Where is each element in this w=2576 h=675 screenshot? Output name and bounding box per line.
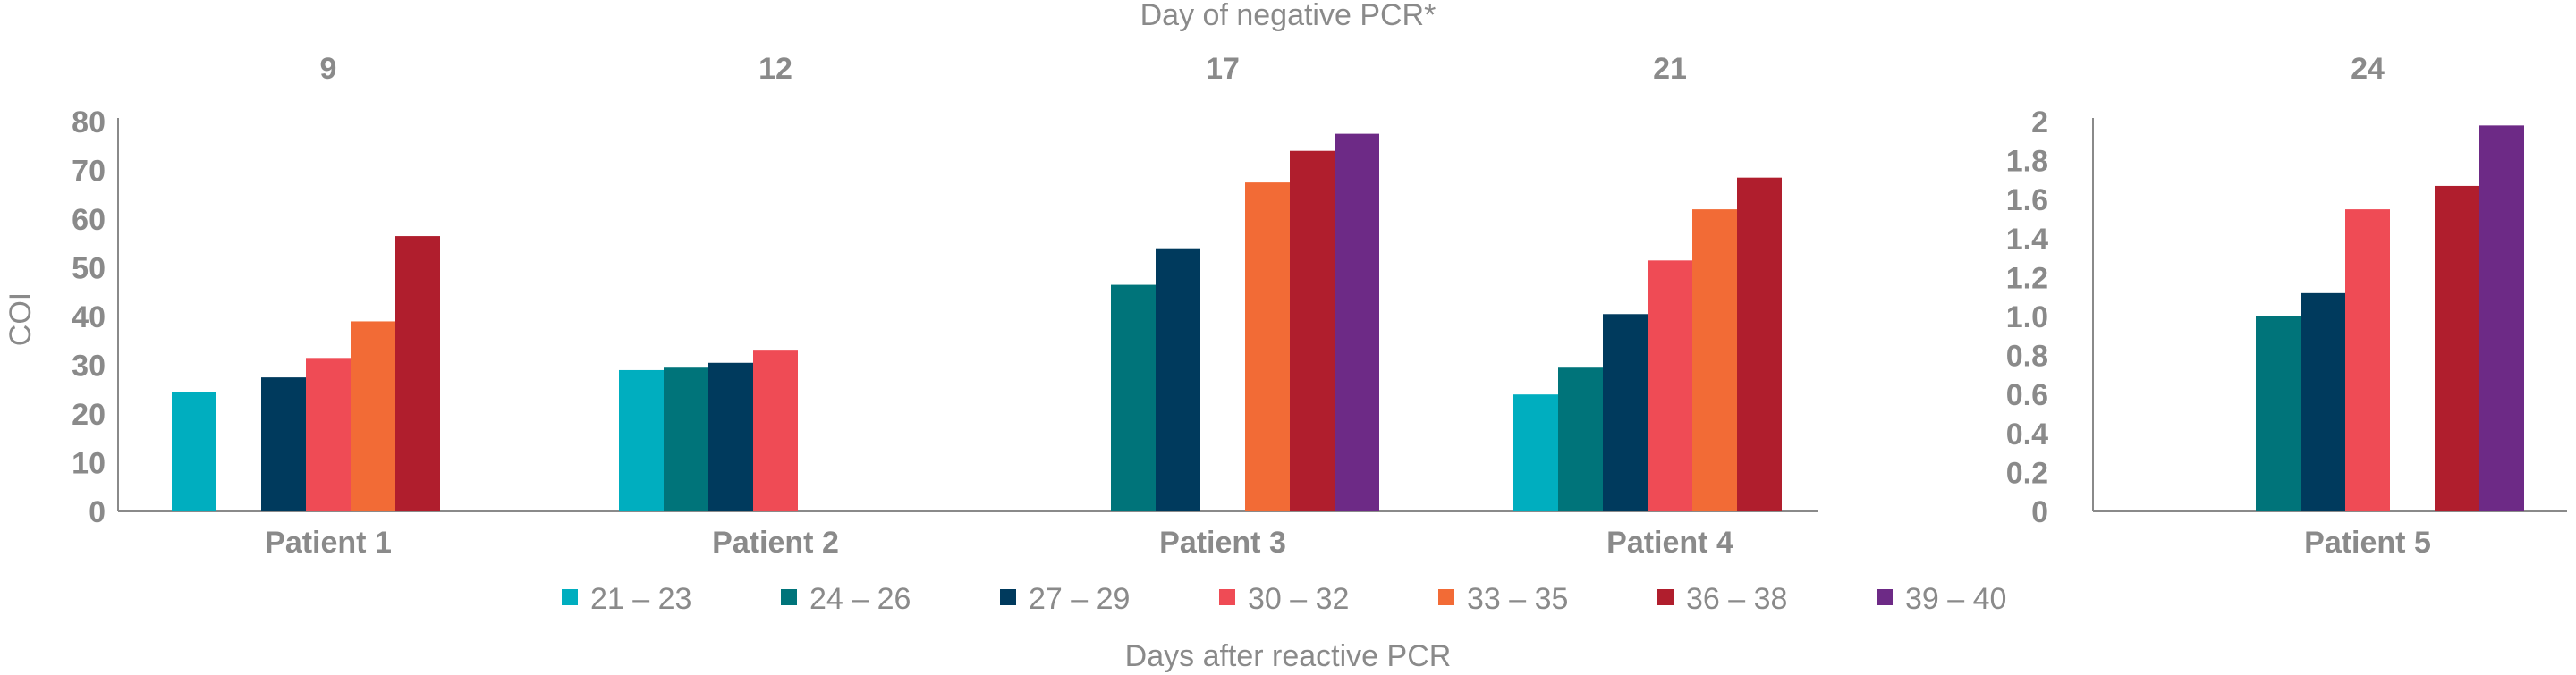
y-tick-label: 1.6 — [2006, 183, 2048, 217]
bar — [1692, 209, 1737, 511]
bar — [306, 358, 351, 511]
bar — [261, 377, 306, 511]
legend-swatch — [1877, 589, 1893, 605]
bar — [1290, 150, 1335, 511]
legend-item: 30 – 32 — [1219, 582, 1349, 616]
bar — [2435, 185, 2479, 511]
legend-label: 30 – 32 — [1248, 582, 1349, 616]
legend-label: 33 – 35 — [1467, 582, 1568, 616]
y-tick-label: 80 — [72, 105, 106, 139]
day-negative-pcr-label: 17 — [1206, 52, 1240, 86]
chart-title: Day of negative PCR* — [1140, 0, 1436, 32]
bar — [1513, 394, 1558, 511]
y-tick-label: 60 — [72, 203, 106, 237]
legend: 21 – 23 24 – 26 27 – 29 30 – 32 33 – 35 36 – … — [562, 582, 2006, 616]
legend-item: 36 – 38 — [1657, 582, 1787, 616]
bar — [172, 392, 216, 511]
bar — [1558, 367, 1603, 511]
y-tick-label: 10 — [72, 447, 106, 481]
legend-label: 36 – 38 — [1686, 582, 1787, 616]
legend-swatch — [1000, 589, 1016, 605]
bar — [351, 321, 395, 511]
legend-label: 24 – 26 — [809, 582, 911, 616]
legend-item: 27 – 29 — [1000, 582, 1130, 616]
x-axis-label: Days after reactive PCR — [1125, 639, 1452, 673]
y-tick-label: 1.4 — [2006, 223, 2048, 257]
bar — [1111, 284, 1156, 511]
legend-swatch — [1438, 589, 1454, 605]
y-tick-label: 1.8 — [2006, 145, 2048, 179]
y-tick-label: 70 — [72, 155, 106, 189]
bar — [2301, 292, 2345, 511]
bar — [2256, 316, 2301, 511]
category-label: Patient 3 — [1159, 526, 1286, 560]
bar — [395, 236, 440, 511]
bar — [1603, 314, 1648, 511]
legend-label: 39 – 40 — [1905, 582, 2006, 616]
legend-label: 27 – 29 — [1029, 582, 1130, 616]
y-tick-label: 40 — [72, 300, 106, 334]
y-tick-label: 0 — [2031, 495, 2048, 529]
bar — [2345, 209, 2390, 511]
legend-swatch — [1657, 589, 1674, 605]
bar — [1737, 177, 1782, 512]
y-tick-label: 0.8 — [2006, 340, 2048, 374]
day-negative-pcr-label: 21 — [1653, 52, 1687, 86]
y-tick-label: 0 — [89, 495, 106, 529]
panel-2: 2 1.8 1.6 1.4 1.2 1.0 0.8 0.6 0.4 0.2 0 Patient 5 24 — [2006, 52, 2567, 560]
category-label: Patient 4 — [1606, 526, 1733, 560]
y-tick-label: 30 — [72, 350, 106, 384]
y-axis-label: COI — [4, 292, 38, 346]
bar — [664, 367, 708, 511]
y-tick-label: 1.0 — [2006, 300, 2048, 334]
bar — [708, 362, 753, 511]
legend-item: 21 – 23 — [562, 582, 691, 616]
bar — [1245, 182, 1290, 511]
y-tick-label: 0.4 — [2006, 418, 2048, 451]
bar — [619, 369, 664, 511]
y-tick-label: 2 — [2031, 105, 2048, 139]
panel-1: 80 70 60 50 40 30 20 10 0 Patient 1 9 Patient 2 12 Pa… — [72, 52, 1818, 560]
legend-swatch — [562, 589, 578, 605]
bar — [1648, 260, 1692, 511]
legend-swatch — [781, 589, 797, 605]
y-tick-label: 1.2 — [2006, 261, 2048, 295]
legend-item: 39 – 40 — [1877, 582, 2006, 616]
bar — [1156, 248, 1200, 511]
day-negative-pcr-label: 12 — [758, 52, 792, 86]
y-tick-label: 0.6 — [2006, 378, 2048, 412]
bar — [2479, 125, 2524, 512]
bar — [753, 350, 798, 511]
day-negative-pcr-label: 24 — [2351, 52, 2385, 86]
y-tick-label: 50 — [72, 252, 106, 286]
day-negative-pcr-label: 9 — [320, 52, 337, 86]
legend-swatch — [1219, 589, 1235, 605]
y-tick-label: 20 — [72, 398, 106, 432]
legend-item: 33 – 35 — [1438, 582, 1568, 616]
legend-label: 21 – 23 — [590, 582, 691, 616]
legend-item: 24 – 26 — [781, 582, 911, 616]
category-label: Patient 5 — [2304, 526, 2431, 560]
y-tick-label: 0.2 — [2006, 456, 2048, 490]
category-label: Patient 1 — [265, 526, 392, 560]
category-label: Patient 2 — [712, 526, 839, 560]
bar — [1335, 133, 1379, 511]
